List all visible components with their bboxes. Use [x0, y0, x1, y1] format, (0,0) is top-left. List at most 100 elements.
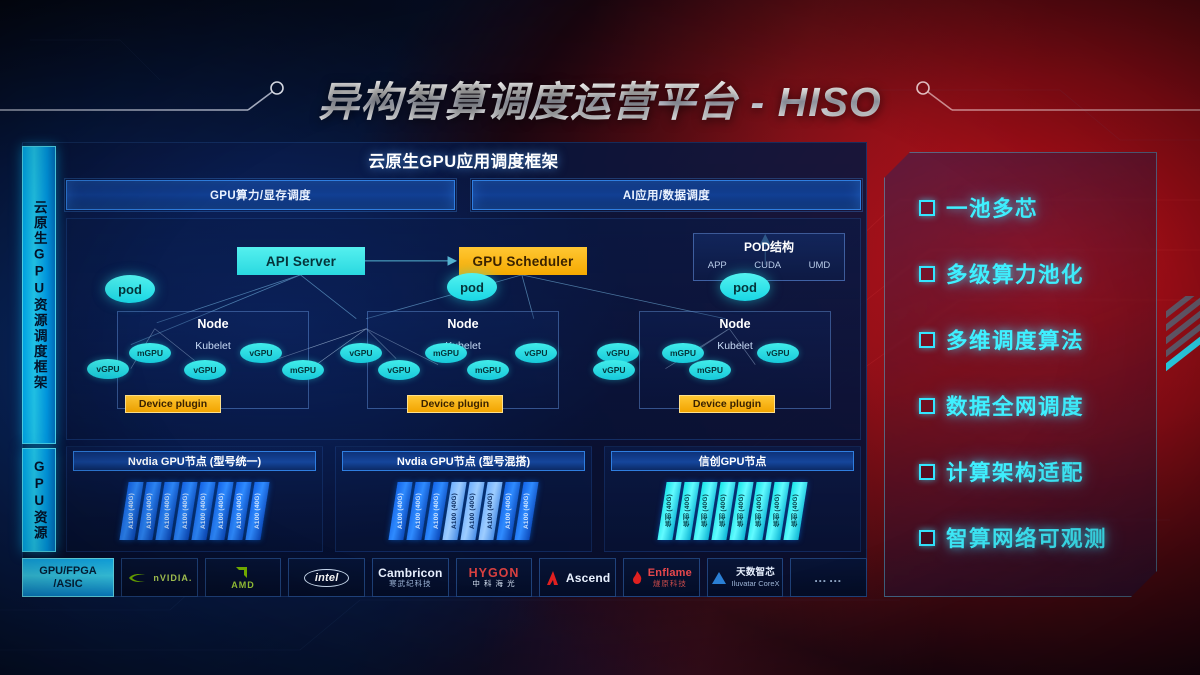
gpu-group-xinchuang[interactable]: 信创GPU节点 信创 (40G) 信创 (40G) 信创 (40G) 信创 (4…: [604, 446, 861, 552]
cambricon-logo[interactable]: Cambricon 寒武纪科技: [372, 558, 449, 597]
iluvatar-logo[interactable]: 天数智芯 Iluvatar CoreX: [706, 558, 784, 597]
mgpu-ellipse[interactable]: mGPU: [467, 360, 509, 380]
bar-ai-app-data[interactable]: AI应用/数据调度: [470, 178, 863, 212]
vgpu-ellipse[interactable]: vGPU: [593, 360, 635, 380]
architecture-diagram: 云原生GPU资源调度框架 GPU资源 云原生GPU应用调度框架 GPU算力/显存…: [22, 142, 867, 597]
logo-category-gpu-fpga-asic: GPU/FPGA /ASIC: [22, 558, 114, 597]
ascend-logo[interactable]: Ascend: [539, 558, 617, 597]
gpu-card-label: 信创 (40G): [701, 494, 709, 528]
pod-structure-box: POD结构 APP CUDA UMD: [693, 233, 845, 281]
pod-ellipse[interactable]: pod: [720, 273, 770, 301]
feature-list: 一池多芯 多级算力池化 多维调度算法 数据全网调度 计算架构适配 智算网络可观测: [885, 153, 1156, 596]
sidebar-tab-gpu-resource[interactable]: GPU资源: [22, 448, 56, 552]
feature-item-compute-arch-adapt[interactable]: 计算架构适配: [919, 451, 1156, 492]
checkbox-square-icon: [919, 398, 935, 414]
hygon-subtext: 中 科 海 光: [472, 578, 516, 588]
mgpu-ellipse[interactable]: mGPU: [662, 343, 704, 363]
vgpu-label: vGPU: [387, 365, 411, 375]
logo-category-line1: GPU/FPGA: [39, 564, 97, 577]
vgpu-label: vGPU: [193, 365, 217, 375]
gpu-card-label: 信创 (40G): [773, 494, 781, 528]
device-plugin-label: Device plugin: [420, 398, 490, 410]
vgpu-label: vGPU: [524, 348, 548, 358]
title-decoration-left: [0, 81, 284, 111]
mgpu-ellipse[interactable]: mGPU: [425, 343, 467, 363]
intel-logo[interactable]: intel: [288, 558, 366, 597]
feature-item-network-wide-data[interactable]: 数据全网调度: [919, 385, 1156, 426]
vgpu-ellipse[interactable]: vGPU: [378, 360, 420, 380]
mgpu-ellipse[interactable]: mGPU: [129, 343, 171, 363]
gpu-group-nvidia-uniform[interactable]: Nvdia GPU节点 (型号统一) A100 (40G) A100 (40G)…: [66, 446, 323, 552]
bar-ai-app-data-label: AI应用/数据调度: [622, 190, 711, 202]
gpu-scheduler-box[interactable]: GPU Scheduler: [459, 247, 587, 275]
vendor-logo-strip: GPU/FPGA /ASIC nVIDIA. AMD intel: [22, 558, 868, 597]
gpu-scheduler-label: GPU Scheduler: [472, 253, 574, 269]
vgpu-label: vGPU: [766, 348, 790, 358]
checkbox-square-icon: [919, 332, 935, 348]
feature-label: 数据全网调度: [946, 395, 1085, 419]
device-plugin-label: Device plugin: [692, 398, 762, 410]
gpu-card-label: A100 (40G): [200, 493, 207, 529]
amd-arrow-icon: [236, 566, 247, 578]
logo-category-line2: /ASIC: [53, 577, 83, 590]
gpu-card-label: A100 (40G): [451, 493, 458, 529]
gpu-card-list: A100 (40G) A100 (40G) A100 (40G) A100 (4…: [336, 477, 591, 545]
feature-item-multilevel-pooling[interactable]: 多级算力池化: [919, 253, 1156, 294]
mgpu-ellipse[interactable]: mGPU: [282, 360, 324, 380]
gpu-card-label: A100 (40G): [128, 493, 135, 529]
api-server-box[interactable]: API Server: [237, 247, 365, 275]
nvidia-logo[interactable]: nVIDIA.: [121, 558, 198, 597]
vgpu-ellipse[interactable]: vGPU: [757, 343, 799, 363]
slide-title-bar: 异构智算调度运营平台 - HISO: [0, 66, 1200, 130]
scheduling-layer: API Server GPU Scheduler POD结构 APP CUDA …: [66, 218, 861, 440]
pod-ellipse[interactable]: pod: [447, 273, 497, 301]
device-plugin-box[interactable]: Device plugin: [679, 395, 775, 413]
gpu-card-label: A100 (40G): [415, 493, 422, 529]
mgpu-ellipse[interactable]: mGPU: [689, 360, 731, 380]
amd-logo[interactable]: AMD: [204, 558, 282, 597]
vgpu-ellipse[interactable]: vGPU: [87, 359, 129, 379]
vgpu-label: vGPU: [349, 348, 373, 358]
gpu-card-list: A100 (40G) A100 (40G) A100 (40G) A100 (4…: [67, 477, 322, 545]
bar-gpu-compute-memory[interactable]: GPU算力/显存调度: [64, 178, 457, 212]
iluvatar-text: 天数智芯 Iluvatar CoreX: [732, 567, 780, 589]
gpu-card-label: 信创 (40G): [665, 494, 673, 528]
sidebar-tab-framework[interactable]: 云原生GPU资源调度框架: [22, 146, 56, 444]
vgpu-ellipse[interactable]: vGPU: [184, 360, 226, 380]
enflame-text: Enflame 燧原科技: [648, 567, 692, 589]
vgpu-label: vGPU: [606, 348, 630, 358]
gpu-card-label: A100 (40G): [254, 493, 261, 529]
ascend-mark-icon: [546, 570, 558, 585]
node-label: Node: [447, 317, 479, 331]
gpu-card-label: A100 (40G): [182, 493, 189, 529]
pod-ellipse[interactable]: pod: [105, 275, 155, 303]
gpu-resource-zone: Nvdia GPU节点 (型号统一) A100 (40G) A100 (40G)…: [66, 446, 861, 552]
cambricon-subtext: 寒武纪科技: [389, 578, 432, 588]
hygon-text: HYGON 中 科 海 光: [469, 566, 520, 589]
title-decoration-right: [916, 81, 1200, 111]
gpu-card-label: A100 (40G): [469, 493, 476, 529]
hygon-logo[interactable]: HYGON 中 科 海 光: [455, 558, 533, 597]
feature-label: 多级算力池化: [946, 263, 1085, 287]
kubelet-label: Kubelet: [717, 340, 753, 352]
vgpu-ellipse[interactable]: vGPU: [340, 343, 382, 363]
gpu-card-label: A100 (40G): [523, 493, 530, 529]
gpu-card-label: 信创 (40G): [683, 494, 691, 528]
intel-wordmark: intel: [303, 568, 350, 587]
gpu-group-header: 信创GPU节点: [611, 451, 854, 471]
gpu-group-nvidia-mixed[interactable]: Nvdia GPU节点 (型号混搭) A100 (40G) A100 (40G)…: [335, 446, 592, 552]
device-plugin-box[interactable]: Device plugin: [125, 395, 221, 413]
feature-item-pool-multichip[interactable]: 一池多芯: [919, 187, 1156, 228]
enflame-logo[interactable]: Enflame 燧原科技: [623, 558, 700, 597]
pod-structure-item-app: APP: [707, 260, 727, 271]
vgpu-ellipse[interactable]: vGPU: [240, 343, 282, 363]
device-plugin-box[interactable]: Device plugin: [407, 395, 503, 413]
iluvatar-mountain-icon: [711, 571, 726, 584]
feature-label: 智算网络可观测: [946, 527, 1108, 551]
feature-item-multidim-scheduling[interactable]: 多维调度算法: [919, 319, 1156, 360]
more-logo[interactable]: ……: [790, 558, 868, 597]
checkbox-square-icon: [919, 266, 935, 282]
feature-item-network-observability[interactable]: 智算网络可观测: [919, 517, 1156, 558]
vgpu-ellipse[interactable]: vGPU: [515, 343, 557, 363]
gpu-card-label: A100 (40G): [487, 493, 494, 529]
